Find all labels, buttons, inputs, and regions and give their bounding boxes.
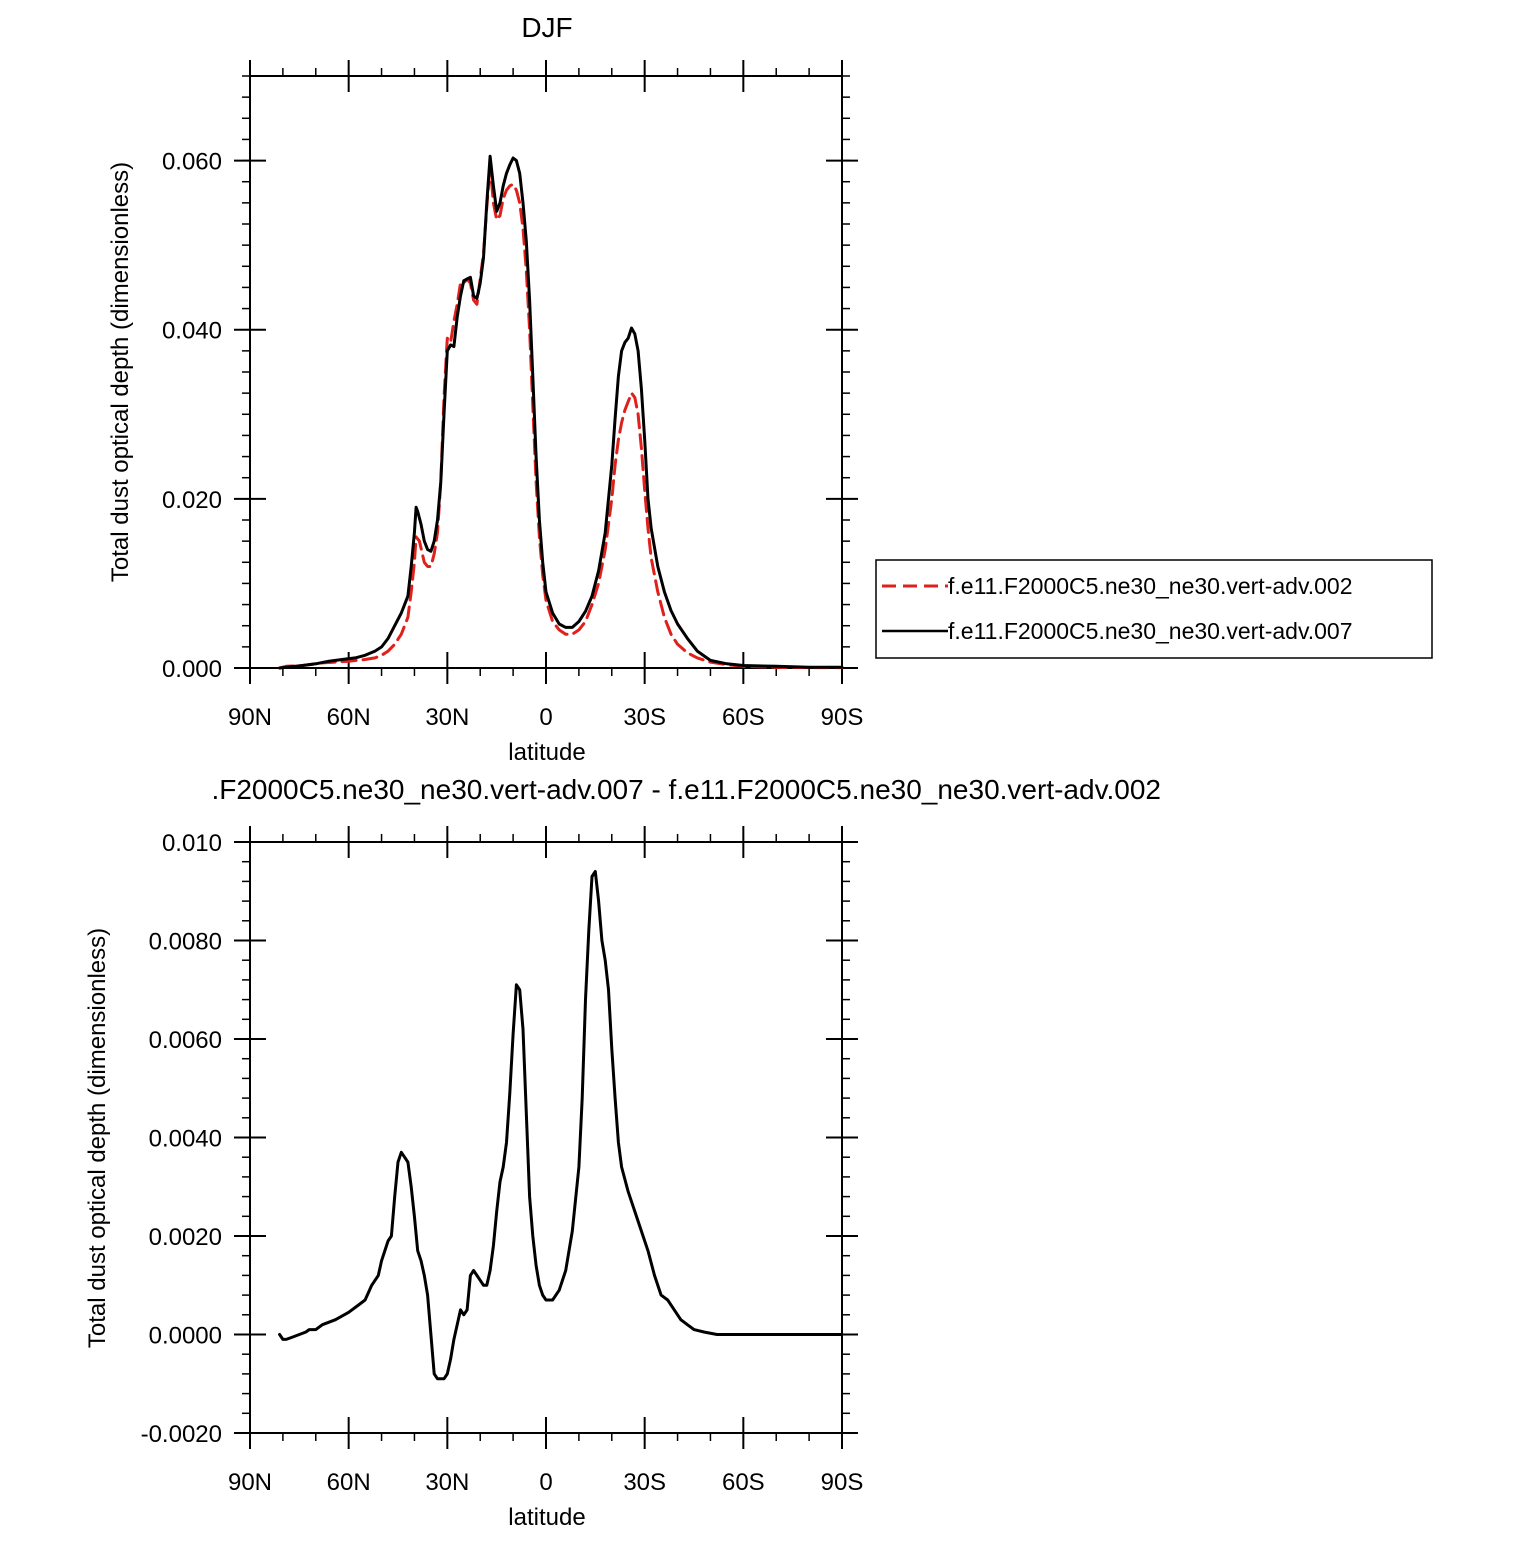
legend-label-007: f.e11.F2000C5.ne30_ne30.vert-adv.007 [948, 618, 1353, 644]
bottom-y-tick-label: -0.0020 [141, 1421, 222, 1448]
bottom-y-tick-label: 0.0080 [149, 929, 222, 956]
top-chart-title: DJF [521, 12, 572, 43]
bottom-panel: .F2000C5.ne30_ne30.vert-adv.007 - f.e11.… [84, 774, 1161, 1531]
top-x-tick-label: 0 [539, 704, 552, 731]
bottom-y-tick-label: 0.0020 [149, 1224, 222, 1251]
top-series-group [278, 154, 844, 670]
bottom-plot-frame [249, 841, 843, 1434]
bottom-x-tick-label: 30N [425, 1469, 469, 1496]
bottom-chart-title: .F2000C5.ne30_ne30.vert-adv.007 - f.e11.… [211, 774, 1161, 805]
top-panel: DJF 90N 60N 30N 0 30S 60S 90S 0.000 0.020 0.040 0.… [107, 12, 863, 766]
bottom-y-tick-label: 0.010 [162, 830, 222, 857]
top-y-tick-label: 0.020 [162, 487, 222, 514]
bottom-y-tick-label: 0.0040 [149, 1126, 222, 1153]
top-series-line-dashed [278, 163, 844, 670]
top-y-axis-label: Total dust optical depth (dimensionless) [107, 162, 134, 582]
top-x-tick-label: 30N [425, 704, 469, 731]
bottom-x-tick-label: 90N [228, 1469, 272, 1496]
top-axis-ticks: 90N 60N 30N 0 30S 60S 90S 0.000 0.020 0.040 0.060 [162, 60, 863, 731]
top-y-tick-label: 0.040 [162, 318, 222, 345]
legend: f.e11.F2000C5.ne30_ne30.vert-adv.002 f.e… [875, 559, 1433, 659]
top-x-tick-label: 60N [327, 704, 371, 731]
legend-box [875, 559, 1433, 659]
top-x-tick-label: 60S [722, 704, 765, 731]
bottom-axis-ticks: 90N 60N 30N 0 30S 60S 90S -0.0020 0.0000 0.0020 0.… [141, 826, 864, 1496]
top-x-tick-label: 30S [623, 704, 666, 731]
top-y-tick-label: 0.060 [162, 149, 222, 176]
bottom-y-tick-label: 0.0000 [149, 1323, 222, 1350]
bottom-series-line-solid [278, 870, 844, 1381]
bottom-x-tick-label: 90S [821, 1469, 864, 1496]
top-y-tick-label: 0.000 [162, 656, 222, 683]
legend-label-002: f.e11.F2000C5.ne30_ne30.vert-adv.002 [948, 573, 1353, 599]
top-x-tick-label: 90S [821, 704, 864, 731]
bottom-series-group [278, 870, 844, 1381]
bottom-x-tick-label: 60N [327, 1469, 371, 1496]
bottom-x-tick-label: 0 [539, 1469, 552, 1496]
bottom-x-tick-label: 60S [722, 1469, 765, 1496]
bottom-y-axis-label: Total dust optical depth (dimensionless) [84, 928, 111, 1348]
bottom-x-tick-label: 30S [623, 1469, 666, 1496]
top-series-line-solid [278, 154, 844, 670]
bottom-x-axis-label: latitude [508, 1504, 585, 1531]
bottom-y-tick-label: 0.0060 [149, 1027, 222, 1054]
top-x-tick-label: 90N [228, 704, 272, 731]
top-x-axis-label: latitude [508, 739, 585, 766]
